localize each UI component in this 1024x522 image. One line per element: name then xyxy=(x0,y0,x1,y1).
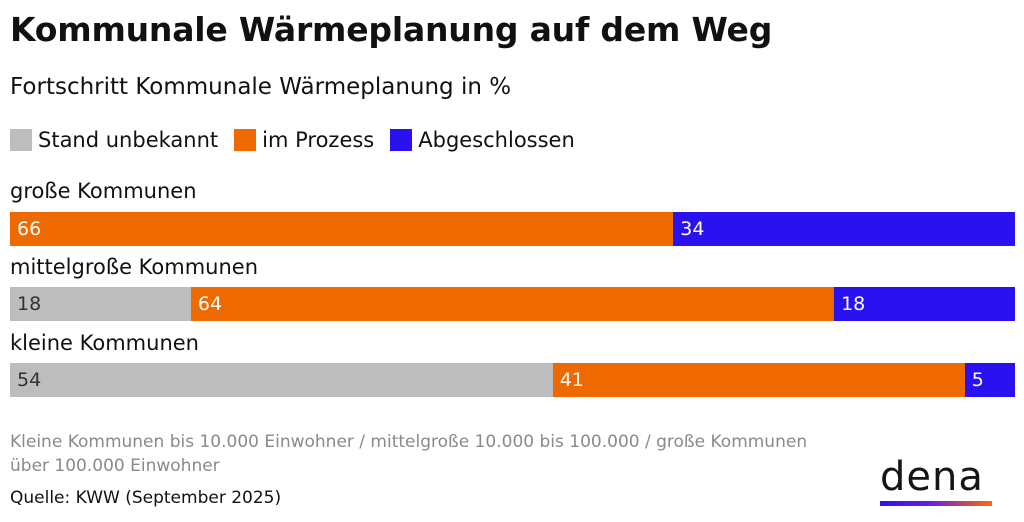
category-label-small: kleine Kommunen xyxy=(10,331,199,355)
logo-gradient-bar xyxy=(880,501,992,506)
bar-small-in-progress: 41 xyxy=(552,363,965,397)
legend-label-in-progress: im Prozess xyxy=(262,128,375,152)
bar-medium-in-progress: 64 xyxy=(190,287,835,321)
bar-small-unknown: 54 xyxy=(10,363,553,397)
bar-value-label: 34 xyxy=(680,218,705,240)
bar-value-label: 64 xyxy=(197,293,223,315)
source-note: Quelle: KWW (September 2025) xyxy=(10,488,282,508)
bar-value-label: 66 xyxy=(17,218,42,240)
logo-wordmark: dena xyxy=(880,454,984,500)
legend-item-unknown: Stand unbekannt xyxy=(10,128,218,152)
legend-label-completed: Abgeschlossen xyxy=(418,128,575,152)
bar-row-large: 66 34 xyxy=(10,212,1015,246)
chart-title: Kommunale Wärmeplanung auf dem Weg xyxy=(10,10,773,49)
legend-label-unknown: Stand unbekannt xyxy=(38,128,219,152)
legend-swatch-unknown xyxy=(10,129,32,151)
bar-small-completed: 5 xyxy=(964,363,1015,397)
bar-large-in-progress: 66 xyxy=(10,212,674,246)
bar-value-label: 18 xyxy=(841,293,866,315)
category-label-medium: mittelgroße Kommunen xyxy=(10,255,259,279)
chart-subtitle: Fortschritt Kommunale Wärmeplanung in % xyxy=(10,74,512,100)
footnote: Kleine Kommunen bis 10.000 Einwohner / m… xyxy=(10,432,808,476)
bar-value-label: 54 xyxy=(17,369,42,391)
bar-value-label: 41 xyxy=(559,369,584,391)
legend-item-in-progress: im Prozess xyxy=(234,128,374,152)
bar-row-small: 54 41 5 xyxy=(10,363,1015,397)
dena-logo: dena xyxy=(880,455,994,506)
legend-swatch-in-progress xyxy=(234,129,257,151)
bar-value-label: 18 xyxy=(17,293,42,315)
legend-swatch-completed xyxy=(390,129,413,151)
bar-value-label: 5 xyxy=(971,369,984,391)
legend-item-completed: Abgeschlossen xyxy=(390,128,575,152)
bar-large-completed: 34 xyxy=(673,212,1015,246)
category-label-large: große Kommunen xyxy=(10,179,197,203)
bar-medium-completed: 18 xyxy=(834,287,1015,321)
bar-row-medium: 18 64 18 xyxy=(10,287,1015,321)
bar-medium-unknown: 18 xyxy=(10,287,191,321)
chart-legend: Stand unbekannt im Prozess Abgeschlossen xyxy=(10,126,591,154)
